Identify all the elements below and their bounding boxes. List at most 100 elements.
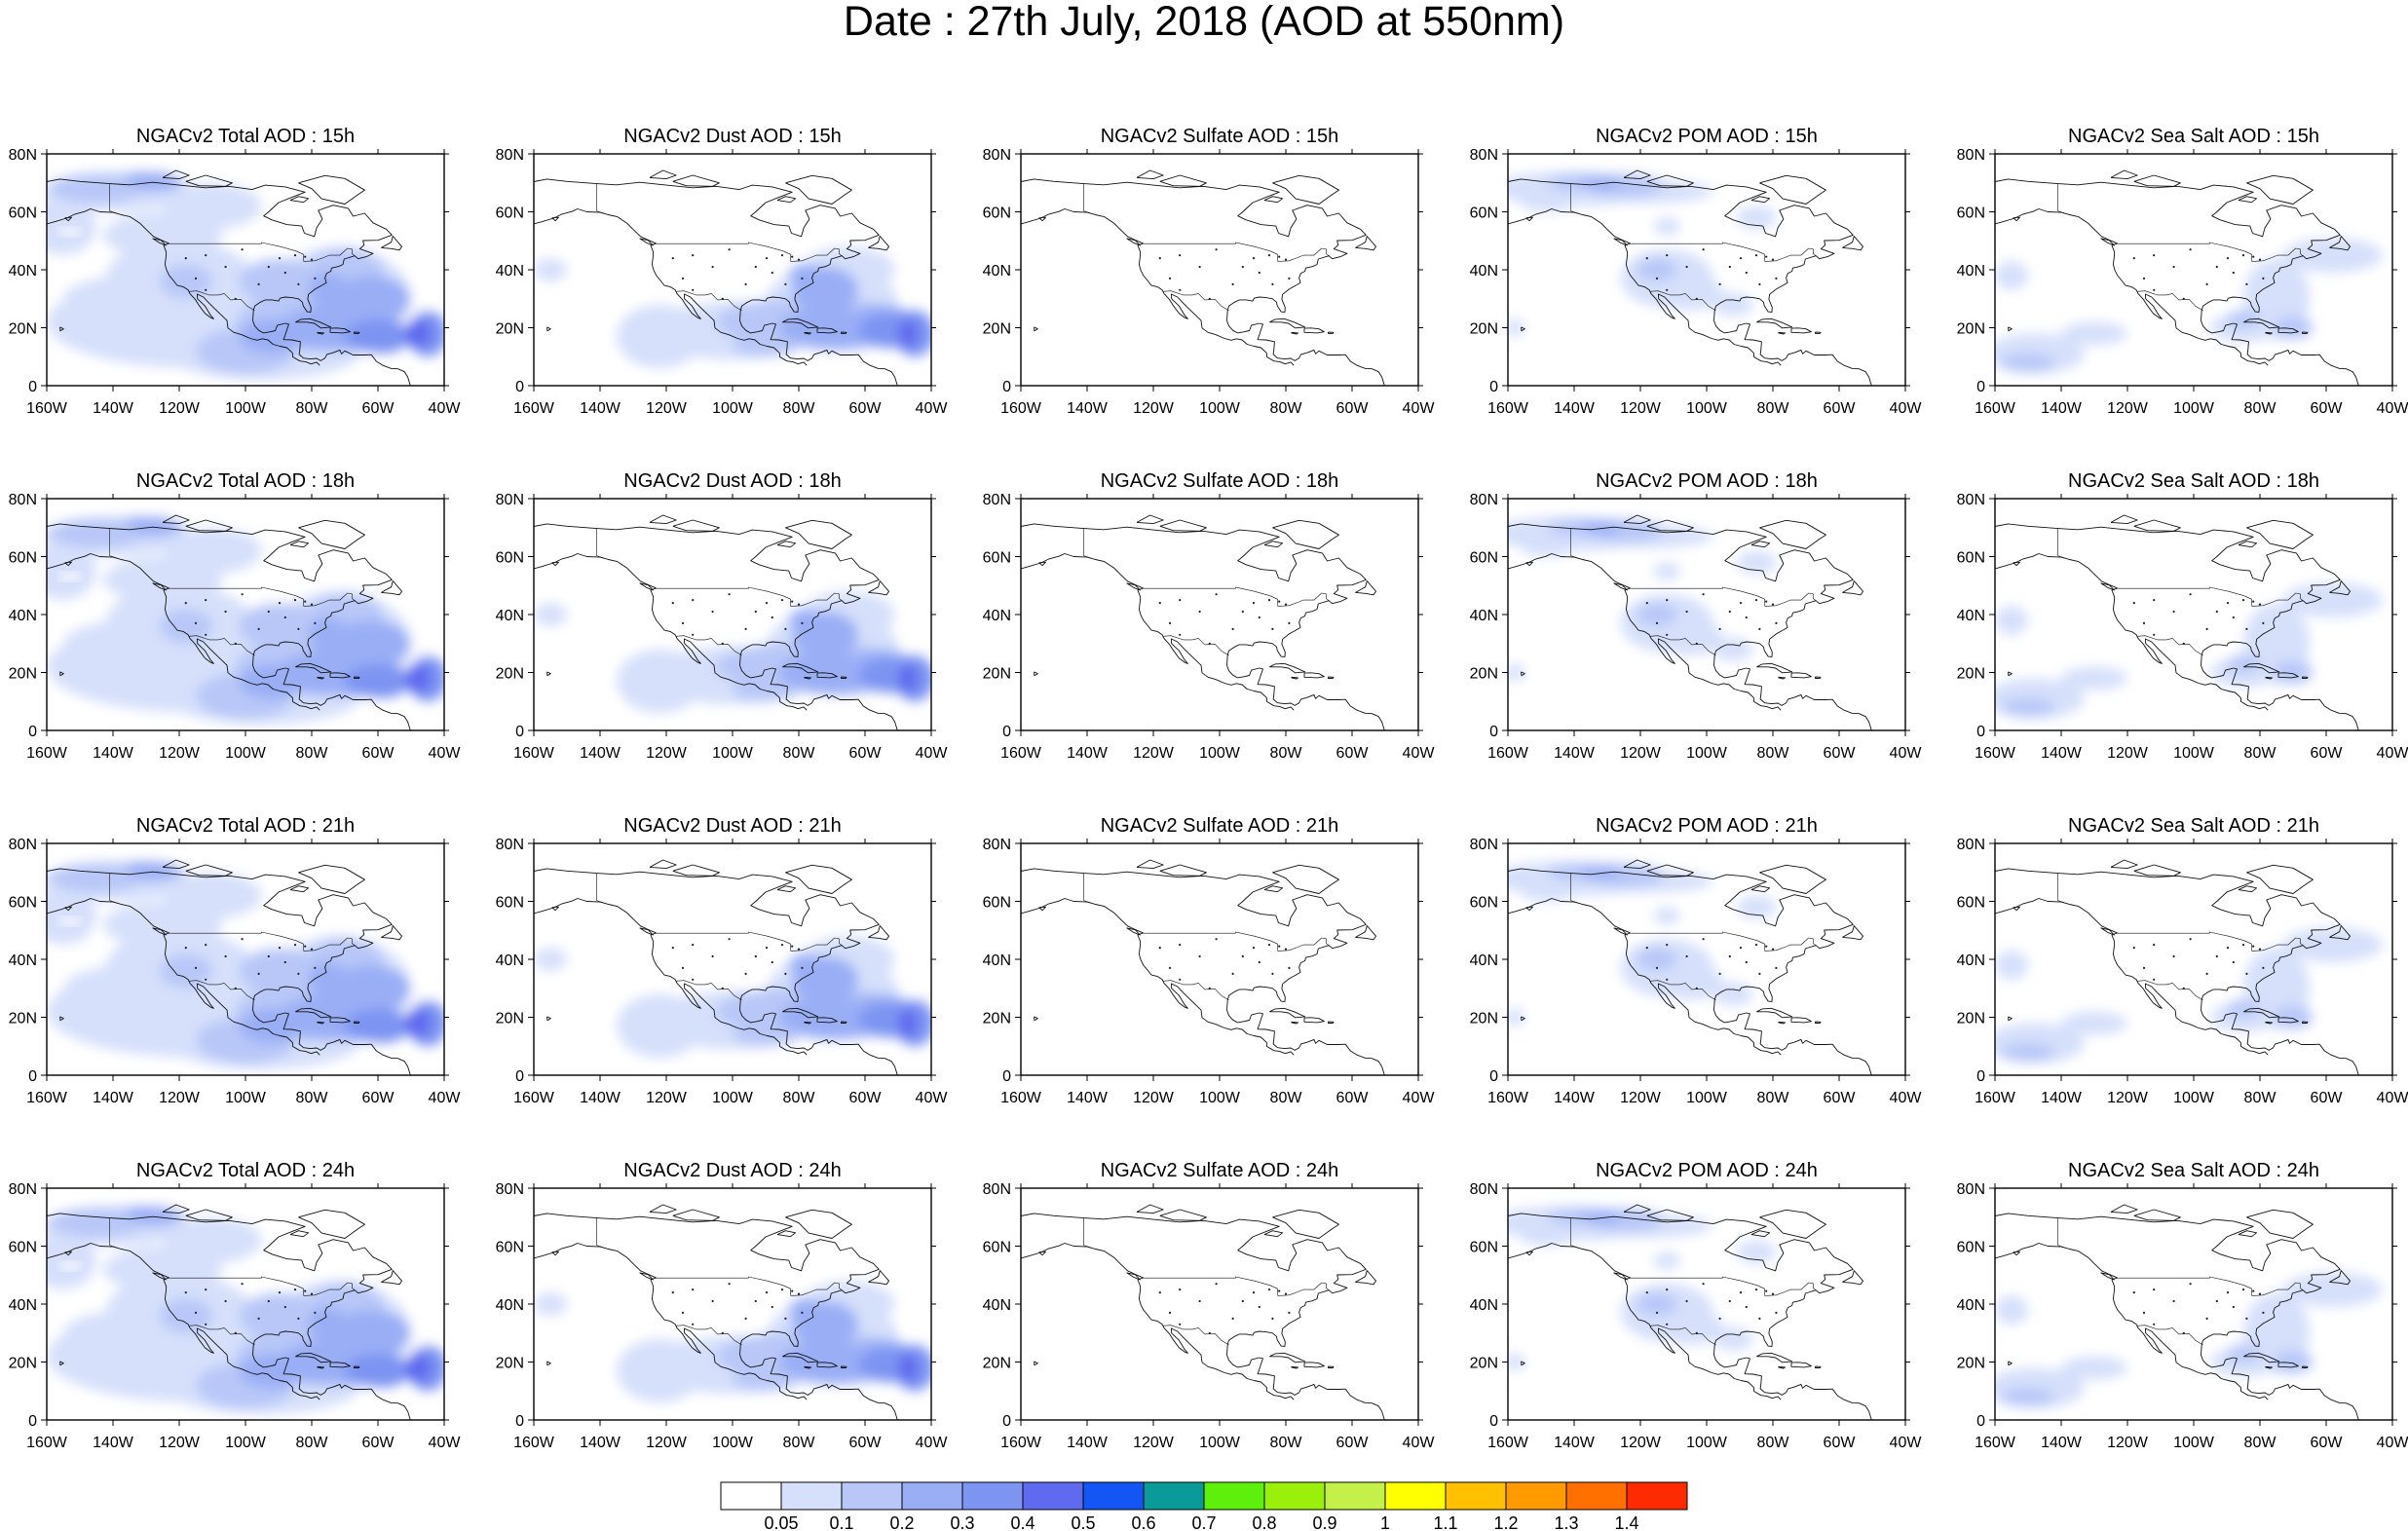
lon-tick-label: 40W — [2377, 1435, 2408, 1451]
lake-marker — [2142, 1311, 2146, 1314]
island-puerto_rico — [1815, 331, 1822, 334]
lake-marker — [2232, 271, 2235, 275]
aod-contour-level-1 — [617, 304, 703, 369]
aod-contour-level-1 — [163, 872, 262, 919]
lat-tick-label: 40N — [1470, 263, 1498, 280]
lat-tick-label: 80N — [983, 147, 1011, 164]
aod-contour-level-1 — [1508, 1353, 1524, 1371]
lake-marker — [1267, 944, 1271, 947]
lon-tick-label: 140W — [2041, 1090, 2083, 1106]
aod-contour-level-1 — [2282, 582, 2383, 617]
lake-marker — [194, 277, 198, 280]
lat-tick-label: 60N — [1470, 1240, 1498, 1256]
aod-contour-level-4 — [345, 318, 411, 355]
island-vancouver_island — [152, 238, 167, 246]
aod-contour-level-1 — [163, 1216, 262, 1264]
lake-marker — [1771, 603, 1775, 606]
lat-tick-label: 60N — [983, 550, 1011, 567]
lake-marker — [797, 603, 801, 606]
map-panel-pom-15h: NGACv2 POM AOD : 15h 160W 140W 120W 100W 80W 6… — [1470, 126, 1923, 417]
aod-contour-level-2 — [733, 333, 799, 357]
lake-marker — [2215, 265, 2218, 269]
atlantic-coastline — [1995, 868, 2360, 1075]
island-kodiak — [1038, 216, 1046, 222]
island-newfoundland — [1842, 580, 1863, 596]
island-banks — [162, 859, 190, 870]
lake-marker — [1241, 954, 1244, 958]
colorbar-label: 1.4 — [1614, 1513, 1638, 1531]
us-mexico-border — [2136, 290, 2203, 312]
lake-marker — [1754, 1288, 1758, 1291]
lake-marker — [283, 1305, 286, 1309]
panel-title: NGACv2 Sea Salt AOD : 24h — [2068, 1160, 2319, 1181]
pacific-coastline — [1021, 898, 1295, 1056]
lake-marker — [2226, 602, 2230, 605]
lake-marker — [184, 602, 187, 605]
us-mexico-border — [2136, 980, 2203, 1001]
lake-marker — [2182, 297, 2185, 300]
island-victoria — [2133, 864, 2181, 877]
colorbar-label: 1.1 — [1433, 1513, 1457, 1531]
aod-contour-level-2 — [159, 264, 212, 299]
island-banks — [162, 169, 190, 180]
island-puerto_rico — [354, 331, 360, 334]
island-newfoundland — [1842, 925, 1863, 941]
island-cuba — [1269, 662, 1306, 674]
lake-marker — [2252, 1289, 2255, 1292]
lake-marker — [797, 258, 801, 261]
aod-contour-level-1 — [2282, 1272, 2383, 1307]
island-hispaniola — [1303, 672, 1325, 679]
lake-marker — [1198, 610, 1201, 614]
us-mexico-border — [1162, 1325, 1229, 1346]
island-kodiak — [551, 561, 559, 567]
lat-tick-label: 40N — [9, 608, 37, 624]
lon-tick-label: 40W — [429, 1435, 462, 1451]
lake-marker — [692, 944, 695, 947]
panel-title: NGACv2 Dust AOD : 24h — [623, 1160, 841, 1181]
lake-marker — [1158, 1291, 1161, 1294]
lat-tick-label: 60N — [9, 205, 37, 222]
colorbar-box — [1626, 1481, 1688, 1511]
lake-marker — [2182, 987, 2185, 990]
lat-tick-label: 60N — [1957, 1240, 1985, 1256]
lake-marker — [1655, 966, 1659, 970]
lon-tick-label: 140W — [1554, 1435, 1596, 1451]
pacific-coastline — [1995, 553, 2269, 711]
aod-contour-level-1 — [2210, 1002, 2276, 1032]
aod-contour-level-2 — [733, 678, 799, 702]
lake-marker — [257, 1317, 260, 1320]
lake-marker — [1208, 297, 1211, 300]
aod-contour-level-5 — [404, 663, 432, 693]
island-hispaniola — [2277, 672, 2299, 679]
aod-contour-level-1 — [47, 1231, 96, 1290]
island-southampton — [776, 196, 797, 204]
aod-contour-level-2 — [2273, 1005, 2314, 1029]
lat-tick-label: 0 — [1976, 1068, 1985, 1085]
aod-contour-level-1 — [163, 182, 262, 230]
lon-tick-label: 140W — [93, 745, 134, 762]
lake-marker — [1198, 265, 1201, 269]
lake-marker — [721, 987, 724, 990]
lake-marker — [1267, 254, 1271, 257]
lake-marker — [310, 603, 314, 606]
us-canada-border — [1630, 931, 1817, 952]
panel-title: NGACv2 Sea Salt AOD : 21h — [2068, 815, 2319, 837]
map-panel-pom-18h: NGACv2 POM AOD : 18h 160W 140W 120W 100W 80W 6… — [1470, 470, 1923, 762]
lake-marker — [671, 947, 674, 950]
lake-marker — [2252, 945, 2255, 948]
lake-marker — [1158, 947, 1161, 950]
island-baffin — [298, 864, 365, 894]
lon-tick-label: 120W — [2107, 1435, 2149, 1451]
island-victoria — [2133, 174, 2181, 187]
panel-title: NGACv2 Dust AOD : 15h — [623, 126, 841, 147]
island-baffin — [1272, 519, 1339, 549]
aod-contour-level-5 — [898, 663, 919, 693]
panel-title: NGACv2 Sea Salt AOD : 18h — [2068, 470, 2319, 492]
lat-tick-label: 40N — [1470, 952, 1498, 969]
us-canada-border — [656, 931, 843, 952]
lake-marker — [1278, 1289, 1281, 1292]
lake-marker — [2132, 602, 2135, 605]
lake-marker — [681, 1311, 685, 1314]
lake-marker — [1739, 947, 1743, 950]
island-puerto_rico — [2302, 1365, 2309, 1368]
